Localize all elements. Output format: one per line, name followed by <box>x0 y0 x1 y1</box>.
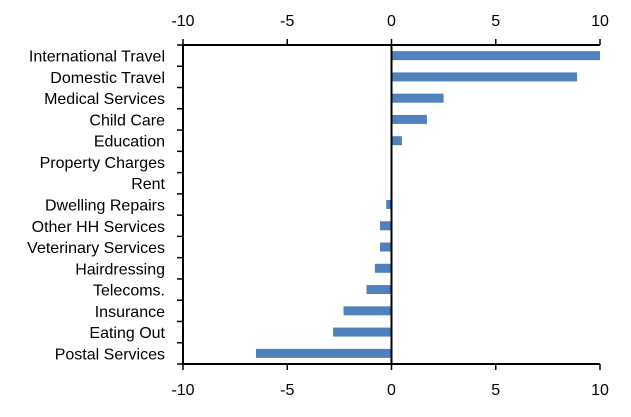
category-label: Child Care <box>89 112 165 129</box>
bar <box>391 136 402 146</box>
category-label: Education <box>94 134 165 151</box>
category-label: Telecoms. <box>93 283 165 300</box>
bar <box>343 306 392 316</box>
bar <box>333 327 392 337</box>
category-labels: International Travel Domestic Travel Medic… <box>27 49 165 364</box>
category-label: Hairdressing <box>75 261 165 278</box>
bar <box>380 221 392 231</box>
top-tick-label: 5 <box>491 13 500 30</box>
category-label: Veterinary Services <box>27 240 165 257</box>
bar <box>366 285 392 295</box>
category-label: International Travel <box>29 49 165 66</box>
top-tick-label: 10 <box>591 13 609 30</box>
bars <box>255 51 600 358</box>
top-tick-label: -10 <box>171 13 194 30</box>
category-label: Other HH Services <box>32 219 165 236</box>
bottom-tick-label: 10 <box>591 382 609 399</box>
bar <box>391 93 444 103</box>
category-label: Medical Services <box>44 91 165 108</box>
top-tick-label: 0 <box>387 13 396 30</box>
category-label: Eating Out <box>89 325 165 342</box>
category-label: Rent <box>131 176 165 193</box>
category-label: Insurance <box>95 304 165 321</box>
bar <box>391 114 427 124</box>
bottom-x-axis: -10 -5 0 5 10 <box>171 364 609 399</box>
top-tick-label: -5 <box>280 13 294 30</box>
top-x-axis: -10 -5 0 5 10 <box>171 13 609 45</box>
category-label: Property Charges <box>40 155 165 172</box>
category-label: Postal Services <box>55 346 165 363</box>
bar <box>374 263 392 273</box>
bottom-tick-label: 5 <box>491 382 500 399</box>
bar <box>391 51 600 61</box>
bottom-tick-label: -5 <box>280 382 294 399</box>
bottom-tick-label: 0 <box>387 382 396 399</box>
bar <box>380 242 392 252</box>
bottom-tick-label: -10 <box>171 382 194 399</box>
bar <box>391 72 578 82</box>
category-label: Dwelling Repairs <box>45 198 165 215</box>
bar <box>255 348 392 358</box>
category-label: Domestic Travel <box>50 70 165 87</box>
bar <box>386 200 392 209</box>
